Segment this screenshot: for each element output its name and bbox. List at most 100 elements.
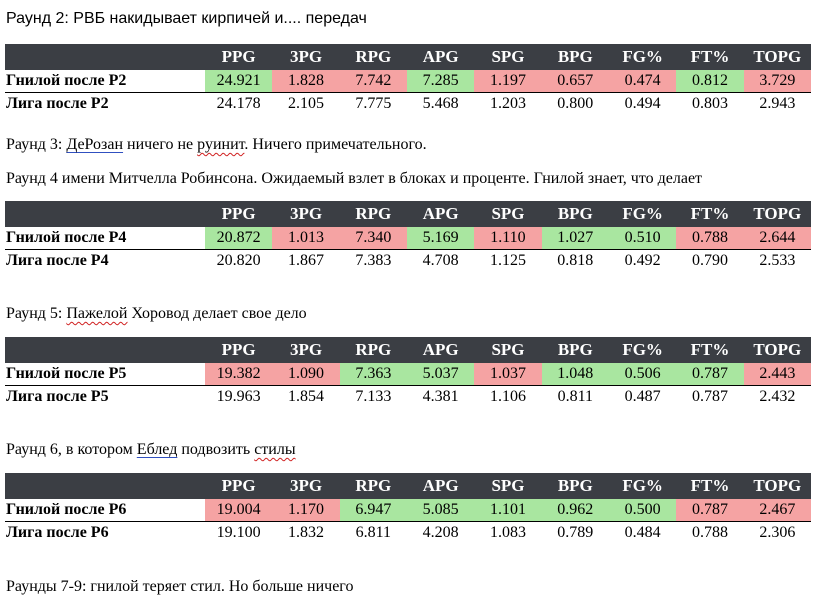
column-header: FT% bbox=[676, 473, 744, 499]
column-header: FG% bbox=[608, 473, 677, 499]
stat-cell: 1.090 bbox=[272, 363, 340, 386]
stat-cell: 7.340 bbox=[339, 227, 407, 250]
stat-cell: 0.790 bbox=[691, 252, 728, 269]
stat-cell: 5.037 bbox=[406, 363, 475, 386]
stat-cell: 1.170 bbox=[272, 499, 340, 522]
round79-title: Раунды 7-9: гнилой теряет стил. Но больш… bbox=[6, 578, 354, 595]
team-row: Гнилой после Р4 20.872 1.013 7.340 5.169 1.11… bbox=[5, 227, 811, 250]
column-header: BPG bbox=[541, 44, 609, 70]
stat-cell: 0.492 bbox=[624, 252, 661, 269]
round79-paragraph: Раунды 7-9: гнилой теряет стил. Но больш… bbox=[6, 577, 353, 597]
stat-cell: 4.708 bbox=[422, 252, 459, 269]
stat-cell: 0.474 bbox=[608, 70, 677, 93]
round2-heading: Раунд 2: РВБ накидывает кирпичей и.... п… bbox=[6, 9, 367, 29]
stat-cell: 0.494 bbox=[624, 95, 661, 112]
round2-title: Раунд 2: РВБ накидывает кирпичей и.... п… bbox=[6, 10, 367, 27]
stat-cell: 1.867 bbox=[287, 252, 324, 269]
stat-cell: 1.125 bbox=[489, 252, 526, 269]
stat-cell: 5.169 bbox=[406, 227, 475, 250]
column-header: FG% bbox=[608, 337, 677, 363]
round3-text-c: ничего не bbox=[123, 136, 198, 153]
header-row: PPG 3PG RPG APG SPG BPG FG% FT% TOPG bbox=[5, 201, 811, 227]
stat-cell: 2.467 bbox=[743, 499, 811, 522]
row-label: Гнилой после Р6 bbox=[5, 499, 205, 522]
column-header: RPG bbox=[339, 473, 407, 499]
round3-word-ruinit: руинит bbox=[197, 136, 245, 153]
header-row: PPG 3PG RPG APG SPG BPG FG% FT% TOPG bbox=[5, 337, 811, 363]
stat-cell: 5.085 bbox=[406, 499, 475, 522]
stat-cell: 19.963 bbox=[216, 388, 261, 405]
column-header: PPG bbox=[205, 337, 273, 363]
column-header: SPG bbox=[474, 337, 542, 363]
round4-heading: Раунд 4 имени Митчелла Робинсона. Ожидае… bbox=[6, 169, 702, 189]
stat-cell: 19.100 bbox=[216, 524, 261, 541]
stat-cell: 0.788 bbox=[676, 227, 744, 250]
stat-cell: 1.083 bbox=[489, 524, 526, 541]
stat-cell: 20.872 bbox=[205, 227, 273, 250]
stat-cell: 1.854 bbox=[287, 388, 324, 405]
stat-cell: 6.947 bbox=[339, 499, 407, 522]
stat-cell: 1.027 bbox=[541, 227, 609, 250]
stat-cell: 7.742 bbox=[339, 70, 407, 93]
stat-cell: 0.657 bbox=[541, 70, 609, 93]
round6-text-c: подвозить bbox=[177, 441, 255, 458]
stat-cell: 1.101 bbox=[474, 499, 542, 522]
stat-cell: 2.105 bbox=[287, 95, 324, 112]
column-header: APG bbox=[406, 337, 475, 363]
round5-paragraph: Раунд 5: Пажелой Хоровод делает свое дел… bbox=[6, 304, 307, 324]
stat-cell: 2.432 bbox=[759, 388, 796, 405]
team-row: Гнилой после Р6 19.004 1.170 6.947 5.085 1.10… bbox=[5, 499, 811, 522]
column-header: APG bbox=[406, 201, 475, 227]
stat-cell: 0.789 bbox=[557, 524, 594, 541]
stat-cell: 0.787 bbox=[691, 388, 728, 405]
stat-cell: 0.787 bbox=[676, 499, 744, 522]
stat-cell: 0.500 bbox=[608, 499, 677, 522]
column-header: FT% bbox=[676, 44, 744, 70]
header-corner bbox=[5, 201, 205, 227]
round3-text-a: Раунд 3: bbox=[6, 136, 67, 153]
column-header: TOPG bbox=[743, 44, 811, 70]
stat-cell: 4.208 bbox=[422, 524, 459, 541]
header-row: PPG 3PG RPG APG SPG BPG FG% FT% TOPG bbox=[5, 44, 811, 70]
stat-cell: 4.381 bbox=[422, 388, 459, 405]
stat-cell: 1.110 bbox=[474, 227, 542, 250]
round6-text-a: Раунд 6, в котором bbox=[6, 441, 137, 458]
round6-name-ebled: Еблед bbox=[136, 441, 178, 458]
stat-cell: 20.820 bbox=[216, 252, 261, 269]
stat-cell: 1.013 bbox=[272, 227, 340, 250]
column-header: RPG bbox=[339, 337, 407, 363]
stat-cell: 2.306 bbox=[759, 524, 796, 541]
round3-name-derozan: ДеРозан bbox=[66, 136, 124, 153]
team-row: Гнилой после Р5 19.382 1.090 7.363 5.037 1.03… bbox=[5, 363, 811, 386]
column-header: FT% bbox=[676, 201, 744, 227]
stat-cell: 19.382 bbox=[205, 363, 273, 386]
league-row: Лига после Р4 20.820 1.867 7.383 4.708 1.125 0… bbox=[5, 250, 811, 273]
stat-cell: 0.506 bbox=[608, 363, 677, 386]
stat-cell: 7.285 bbox=[406, 70, 475, 93]
column-header: FG% bbox=[608, 44, 677, 70]
row-label: Лига после Р2 bbox=[6, 95, 109, 112]
column-header: BPG bbox=[541, 473, 609, 499]
row-label: Лига после Р6 bbox=[6, 524, 109, 541]
column-header: SPG bbox=[474, 473, 542, 499]
stat-cell: 7.363 bbox=[339, 363, 407, 386]
column-header: BPG bbox=[541, 337, 609, 363]
stat-cell: 19.004 bbox=[205, 499, 273, 522]
league-row: Лига после Р6 19.100 1.832 6.811 4.208 1.083 0… bbox=[5, 522, 811, 545]
row-label: Лига после Р4 bbox=[6, 252, 109, 269]
column-header: RPG bbox=[339, 201, 407, 227]
league-row: Лига после Р5 19.963 1.854 7.133 4.381 1.106 0… bbox=[5, 386, 811, 409]
stat-cell: 1.106 bbox=[489, 388, 526, 405]
stat-cell: 0.787 bbox=[676, 363, 744, 386]
stat-cell: 3.729 bbox=[743, 70, 811, 93]
column-header: APG bbox=[406, 44, 475, 70]
header-corner bbox=[5, 44, 205, 70]
stat-cell: 1.828 bbox=[272, 70, 340, 93]
column-header: RPG bbox=[339, 44, 407, 70]
column-header: 3PG bbox=[272, 201, 340, 227]
round5-stats-table: PPG 3PG RPG APG SPG BPG FG% FT% TOPG Гнилой после… bbox=[5, 337, 811, 408]
column-header: SPG bbox=[474, 44, 542, 70]
column-header: FG% bbox=[608, 201, 677, 227]
round5-word-pazheloy: Пажелой bbox=[66, 305, 128, 322]
column-header: TOPG bbox=[743, 337, 811, 363]
